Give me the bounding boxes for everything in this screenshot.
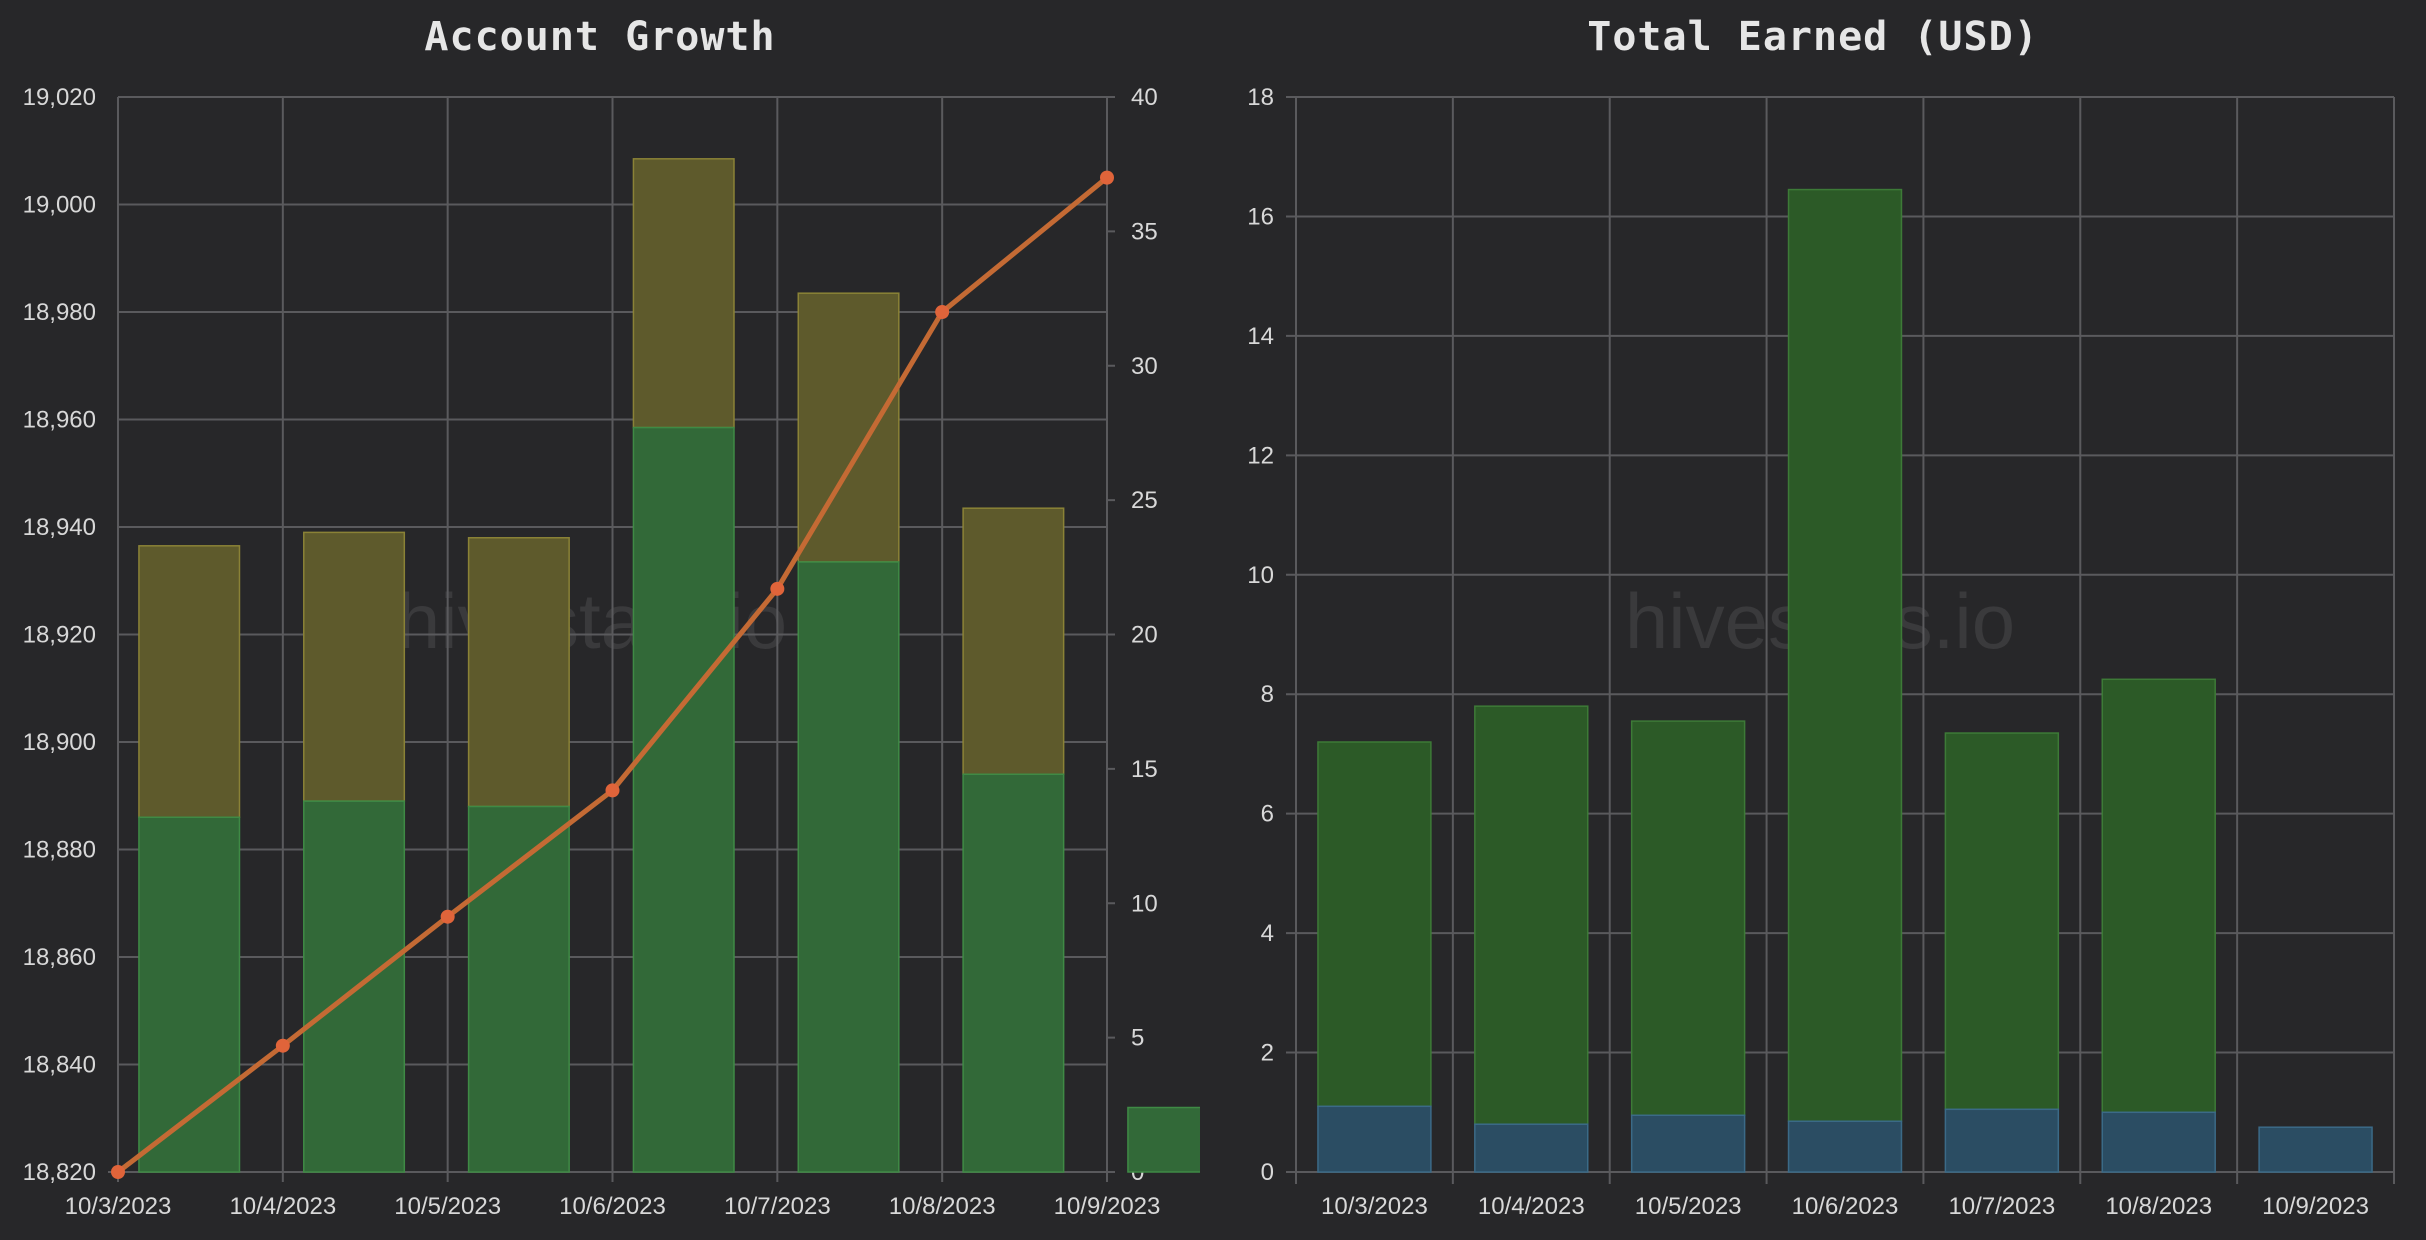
y-tick-label-right: 30 — [1131, 353, 1158, 380]
x-tick-label: 10/4/2023 — [1478, 1193, 1585, 1220]
line-point — [275, 1038, 290, 1053]
total-earned-panel: Total Earned (USD) hivestats.io024681012… — [1200, 0, 2426, 1240]
y-tick-label-right: 15 — [1131, 756, 1158, 783]
line-point — [935, 305, 950, 319]
bar-green — [962, 773, 1065, 1173]
bar-green — [1630, 720, 1746, 1117]
x-tick-label: 10/8/2023 — [889, 1193, 996, 1220]
x-tick-label: 10/5/2023 — [1635, 1193, 1742, 1220]
bar-blue — [1630, 1114, 1746, 1173]
bar-green — [303, 800, 406, 1173]
total-earned-chart: hivestats.io02468101214161810/3/202310/4… — [1247, 84, 2395, 1220]
bar-yellow — [467, 537, 570, 808]
y-tick-label: 2 — [1261, 1040, 1274, 1067]
bar-blue — [1944, 1108, 2060, 1173]
bar-green — [1944, 732, 2060, 1111]
x-tick-label: 10/8/2023 — [2105, 1193, 2212, 1220]
x-tick-label: 10/6/2023 — [559, 1193, 666, 1220]
bar-green — [797, 561, 900, 1173]
y-tick-label: 0 — [1261, 1159, 1274, 1186]
y-tick-label-left: 18,840 — [23, 1052, 96, 1079]
y-tick-label: 6 — [1261, 801, 1274, 828]
y-tick-label-right: 20 — [1131, 622, 1158, 649]
bar-blue — [1474, 1123, 1589, 1173]
bar-blue — [1787, 1120, 1903, 1173]
bar-blue — [2101, 1111, 2216, 1173]
y-tick-label: 10 — [1247, 562, 1274, 589]
x-tick-label: 10/7/2023 — [724, 1193, 831, 1220]
y-tick-label-left: 18,820 — [23, 1159, 96, 1186]
bar-green — [1474, 705, 1589, 1125]
y-tick-label-left: 18,960 — [23, 407, 96, 434]
y-tick-label-left: 19,020 — [23, 84, 96, 111]
bar-green — [2101, 678, 2216, 1114]
bar-yellow — [797, 292, 900, 563]
chart-title: Account Growth — [424, 14, 776, 60]
y-tick-label: 18 — [1247, 84, 1274, 111]
line-point — [770, 581, 785, 596]
chart-title: Total Earned (USD) — [1587, 14, 2039, 60]
y-tick-label-left: 18,940 — [23, 514, 96, 541]
y-tick-label-left: 18,880 — [23, 837, 96, 864]
x-tick-label: 10/4/2023 — [229, 1193, 336, 1220]
line-point — [111, 1165, 125, 1179]
y-tick-label: 14 — [1247, 323, 1274, 350]
y-tick-label-right: 25 — [1131, 487, 1158, 514]
y-tick-label: 8 — [1261, 681, 1274, 708]
x-tick-label: 10/6/2023 — [1792, 1193, 1899, 1220]
y-tick-label-right: 35 — [1131, 218, 1158, 245]
bar-green — [1127, 1106, 1200, 1173]
bar-blue — [2258, 1126, 2373, 1173]
bar-green — [1787, 188, 1903, 1122]
x-tick-label: 10/9/2023 — [1054, 1193, 1161, 1220]
bar-green — [467, 805, 570, 1173]
y-tick-label: 4 — [1261, 920, 1274, 947]
line-point — [440, 909, 455, 924]
y-tick-label: 12 — [1247, 442, 1274, 469]
x-tick-label: 10/9/2023 — [2262, 1193, 2369, 1220]
y-tick-label-left: 19,000 — [23, 192, 96, 219]
bar-green — [632, 426, 735, 1173]
y-tick-label-right: 40 — [1131, 84, 1158, 111]
y-tick-label-left: 18,900 — [23, 729, 96, 756]
bar-green — [138, 816, 241, 1173]
line-point — [1100, 170, 1114, 185]
y-tick-label-left: 18,920 — [23, 622, 96, 649]
y-tick-label-right: 10 — [1131, 890, 1158, 917]
x-tick-label: 10/3/2023 — [1321, 1193, 1428, 1220]
bar-yellow — [138, 545, 241, 818]
bar-blue — [1317, 1105, 1432, 1173]
x-tick-label: 10/3/2023 — [65, 1193, 172, 1220]
x-tick-label: 10/7/2023 — [1948, 1193, 2055, 1220]
account-growth-chart: hivestats.io18,82018,84018,86018,88018,9… — [23, 84, 1200, 1220]
bar-yellow — [632, 158, 735, 429]
bar-yellow — [962, 507, 1065, 775]
x-tick-label: 10/5/2023 — [394, 1193, 501, 1220]
bar-green — [1317, 741, 1432, 1108]
y-tick-label-right: 5 — [1131, 1025, 1144, 1052]
y-tick-label: 16 — [1247, 203, 1274, 230]
line-point — [605, 783, 620, 798]
y-tick-label-left: 18,860 — [23, 944, 96, 971]
bar-yellow — [303, 531, 406, 802]
account-growth-panel: Account Growth hivestats.io 18,820 18,840 1… — [0, 0, 1200, 1240]
y-tick-label-left: 18,980 — [23, 299, 96, 326]
